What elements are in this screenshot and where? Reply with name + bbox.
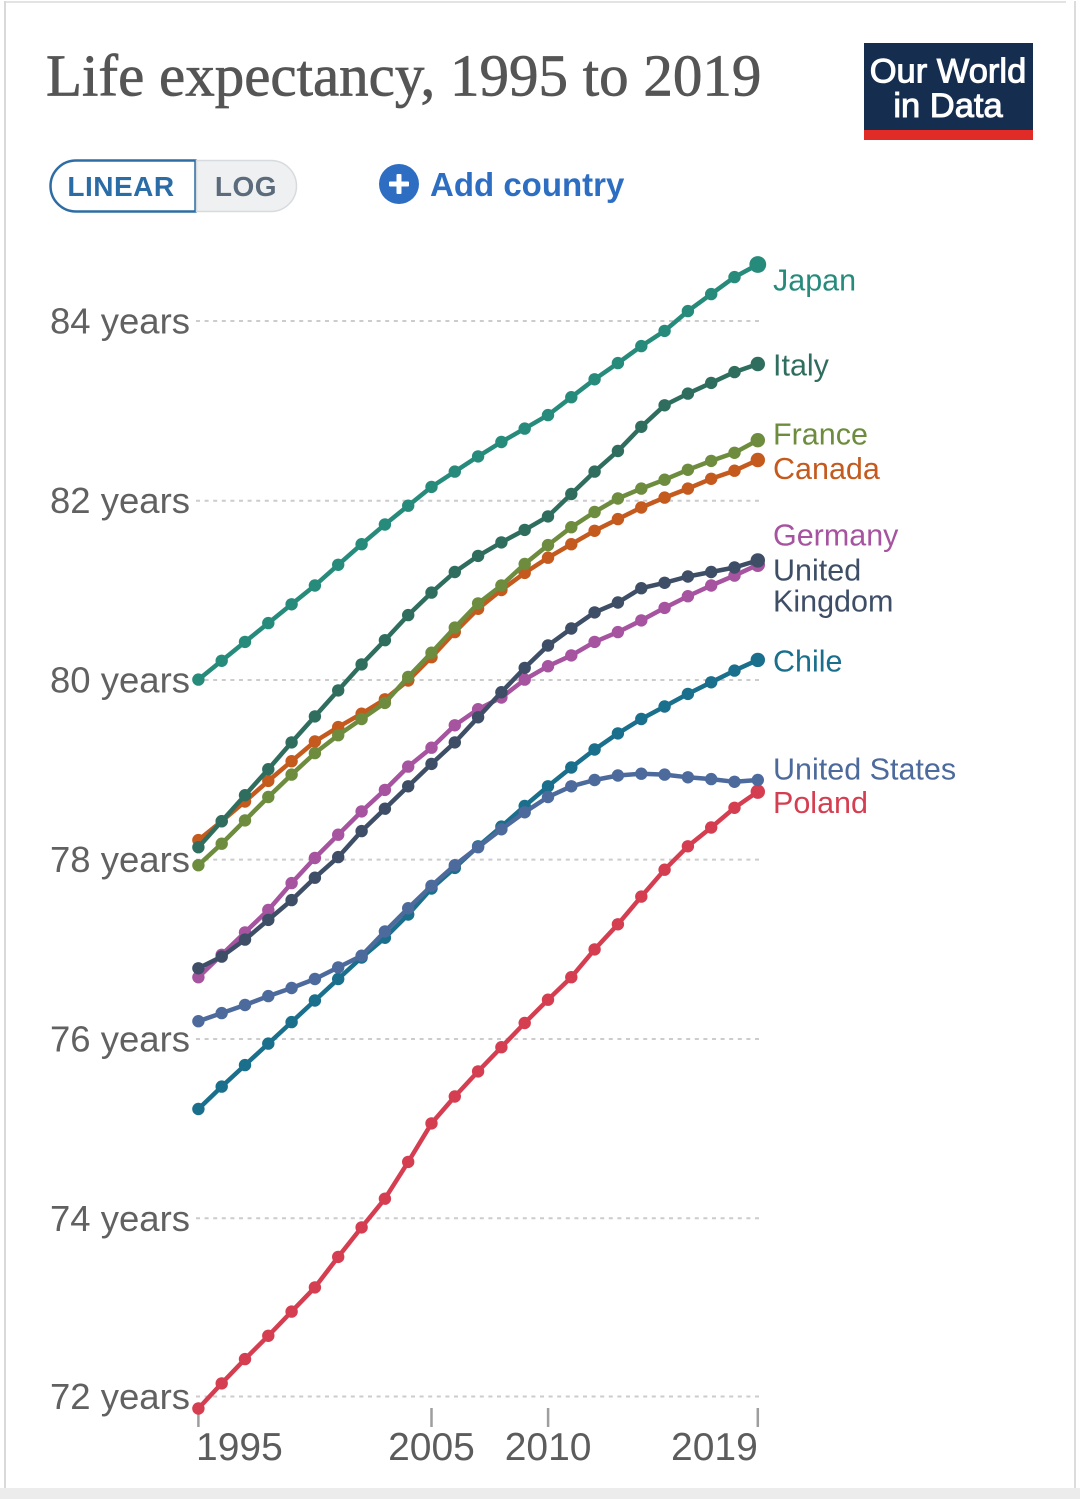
svg-text:80 years: 80 years — [50, 660, 190, 701]
svg-text:Our World: Our World — [870, 53, 1027, 91]
svg-text:Kingdom: Kingdom — [773, 585, 893, 619]
svg-text:Canada: Canada — [773, 452, 880, 486]
svg-text:74 years: 74 years — [50, 1198, 190, 1239]
svg-text:84 years: 84 years — [50, 301, 190, 342]
svg-text:LOG: LOG — [215, 171, 277, 202]
svg-text:Life expectancy, 1995 to 2019: Life expectancy, 1995 to 2019 — [46, 43, 761, 109]
svg-text:Add country: Add country — [430, 166, 625, 203]
svg-text:LINEAR: LINEAR — [67, 171, 174, 202]
svg-text:United States: United States — [773, 753, 956, 787]
svg-text:Chile: Chile — [773, 645, 843, 679]
svg-text:2010: 2010 — [505, 1426, 592, 1469]
svg-text:Poland: Poland — [773, 786, 868, 820]
svg-text:Japan: Japan — [773, 264, 856, 298]
svg-text:1995: 1995 — [196, 1426, 283, 1469]
svg-text:78 years: 78 years — [50, 839, 190, 880]
svg-text:United: United — [773, 554, 861, 588]
svg-text:2019: 2019 — [671, 1426, 758, 1469]
svg-text:Germany: Germany — [773, 519, 899, 553]
svg-text:Italy: Italy — [773, 349, 830, 383]
svg-text:France: France — [773, 418, 868, 452]
svg-text:76 years: 76 years — [50, 1019, 190, 1060]
svg-text:in Data: in Data — [893, 87, 1003, 125]
svg-text:82 years: 82 years — [50, 480, 190, 521]
svg-text:2005: 2005 — [388, 1426, 475, 1469]
svg-text:72 years: 72 years — [50, 1376, 190, 1417]
